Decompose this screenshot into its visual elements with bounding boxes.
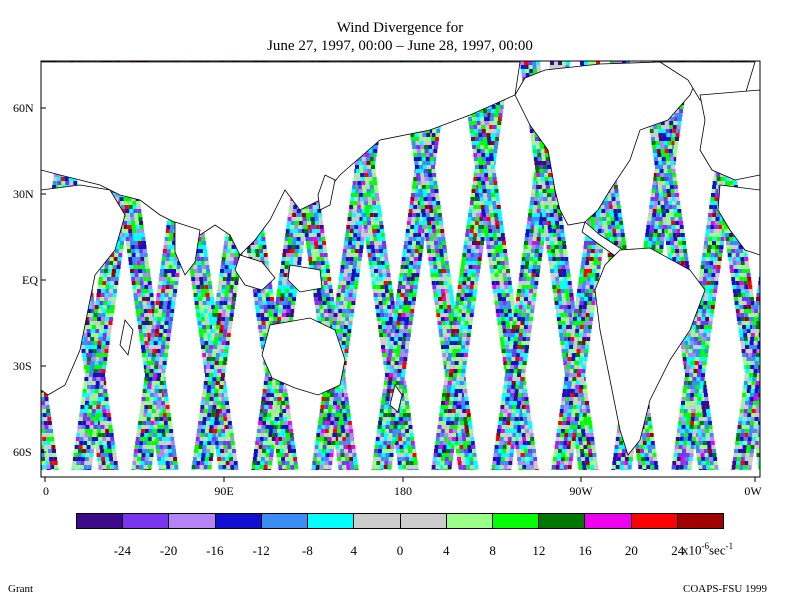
legend-tick-label: -24 [113,543,131,558]
landmasses [41,61,760,477]
legend-swatch [215,514,262,528]
legend-tick-label: 4 [350,543,357,558]
legend-swatch [677,514,724,528]
lon-label-90w: 90W [569,484,593,498]
legend-swatch [308,514,355,528]
legend-swatch [261,514,309,528]
legend-tick-label: 4 [443,543,450,558]
lon-label-0: 0 [43,484,49,498]
map-title-line1: Wind Divergence for [336,20,464,36]
legend-tick-label: -20 [159,543,178,558]
legend-tick-label: 24 [671,543,685,558]
legend-tick-label: -8 [302,543,313,558]
lat-label-30n: 30N [13,187,34,201]
legend-tick-label: -16 [206,543,224,558]
legend-swatch [77,514,124,528]
legend-swatch [492,514,540,528]
legend-tick-label: 8 [489,543,496,558]
legend-swatch [631,514,678,528]
legend-swatch [169,514,216,528]
legend-swatch [354,514,401,528]
legend-swatch [539,514,586,528]
legend-tick-label: 20 [624,543,638,558]
footer-credit: COAPS-FSU 1999 [683,583,768,595]
lon-label-90e: 90E [214,484,234,498]
lon-label-180: 180 [394,484,412,498]
legend-swatch [123,514,170,528]
legend-swatch [446,514,493,528]
legend-tick-label: 16 [578,543,592,558]
lat-label-60n: 60N [13,101,34,115]
legend-units: x10-6sec-1 [682,541,734,558]
legend-tick-label: 12 [532,543,546,558]
footer-author: Grant [8,583,34,595]
lat-ticks [41,107,46,453]
lat-label-60s: 60S [13,445,32,459]
legend-tick-label: 0 [396,543,404,558]
legend-swatch [585,514,632,528]
map-title-line2: June 27, 1997, 00:00 – June 28, 1997, 00… [267,38,533,54]
lat-label-30s: 30S [13,359,32,373]
map-frame [40,60,761,478]
legend-tick-label: -12 [252,543,270,558]
color-legend [76,513,724,529]
lon-label-0w: 0W [744,484,762,498]
lon-ticks [44,477,756,482]
legend-swatch [400,514,447,528]
lat-label-eq: EQ [22,273,38,287]
